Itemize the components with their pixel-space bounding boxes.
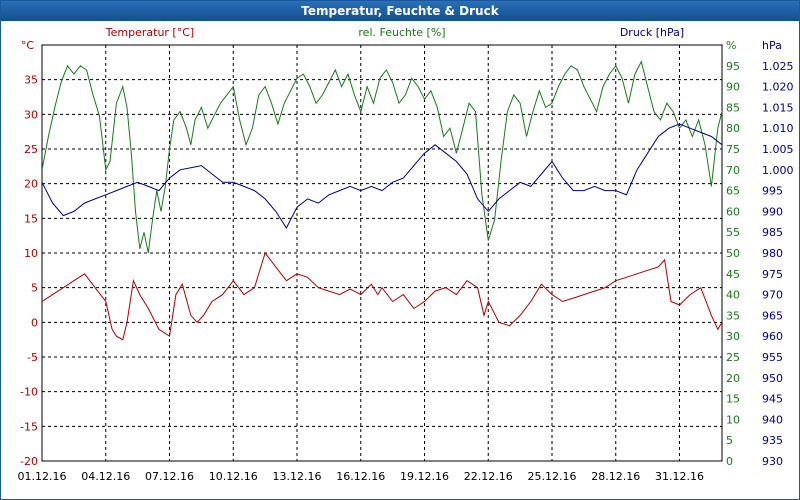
x-tick-label: 16.12.16 [336, 470, 385, 483]
x-tick-label: 31.12.16 [655, 470, 704, 483]
temp-tick-label: -10 [20, 386, 38, 399]
pressure-tick-label: 1.015 [762, 101, 794, 114]
pressure-tick-label: 965 [762, 309, 783, 322]
humidity-tick-label: 35 [726, 309, 740, 322]
humidity-tick-label: 10 [726, 413, 740, 426]
pressure-tick-label: 970 [762, 289, 783, 302]
humidity-unit-label: % [726, 39, 736, 52]
x-tick-label: 25.12.16 [528, 470, 577, 483]
humidity-tick-label: 5 [726, 434, 733, 447]
humidity-tick-label: 45 [726, 268, 740, 281]
data-series [42, 60, 722, 341]
series-line-temperature [42, 251, 722, 341]
humidity-tick-label: 20 [726, 372, 740, 385]
humidity-tick-label: 70 [726, 164, 740, 177]
humidity-tick-label: 40 [726, 289, 740, 302]
x-tick-label: 04.12.16 [81, 470, 130, 483]
humidity-tick-label: 25 [726, 351, 740, 364]
legend-pressure: Druck [hPa] [620, 26, 684, 39]
temp-unit-label: °C [21, 39, 35, 52]
humidity-tick-label: 65 [726, 185, 740, 198]
pressure-tick-label: 950 [762, 372, 783, 385]
temp-tick-label: 15 [24, 212, 38, 225]
pressure-tick-label: 955 [762, 351, 783, 364]
temp-tick-label: 20 [24, 178, 38, 191]
pressure-tick-label: 975 [762, 268, 783, 281]
temp-tick-label: 35 [24, 74, 38, 87]
pressure-tick-label: 1.020 [762, 81, 794, 94]
pressure-tick-label: 1.025 [762, 60, 794, 73]
series-line-humidity [42, 60, 722, 254]
grid-lines [41, 44, 723, 462]
temp-tick-label: 25 [24, 143, 38, 156]
humidity-tick-label: 60 [726, 205, 740, 218]
pressure-unit-label: hPa [762, 39, 782, 52]
pressure-tick-label: 930 [762, 455, 783, 468]
pressure-tick-label: 990 [762, 205, 783, 218]
humidity-tick-label: 50 [726, 247, 740, 260]
temp-tick-label: -5 [27, 351, 38, 364]
x-tick-label: 10.12.16 [209, 470, 258, 483]
pressure-tick-label: 1.010 [762, 122, 794, 135]
x-tick-label: 28.12.16 [591, 470, 640, 483]
temp-tick-label: -15 [20, 420, 38, 433]
pressure-tick-label: 995 [762, 185, 783, 198]
legend-humidity: rel. Feuchte [%] [358, 26, 445, 39]
pressure-tick-label: 1.005 [762, 143, 794, 156]
x-tick-label: 13.12.16 [273, 470, 322, 483]
temp-tick-label: 30 [24, 108, 38, 121]
pressure-tick-label: 945 [762, 393, 783, 406]
pressure-tick-label: 940 [762, 413, 783, 426]
humidity-tick-label: 85 [726, 101, 740, 114]
temp-tick-label: -20 [20, 455, 38, 468]
pressure-tick-label: 985 [762, 226, 783, 239]
x-tick-label: 01.12.16 [18, 470, 67, 483]
humidity-tick-label: 95 [726, 60, 740, 73]
humidity-tick-label: 55 [726, 226, 740, 239]
temp-tick-label: 5 [31, 282, 38, 295]
pressure-tick-label: 960 [762, 330, 783, 343]
tick-labels: -20 -15 -10 -5 0 5 10 15 20 25 30 35 °C 01.12.16 04.12… [18, 39, 794, 483]
humidity-tick-label: 30 [726, 330, 740, 343]
legend: Temperatur [°C] rel. Feuchte [%] Druck [… [105, 26, 684, 39]
humidity-tick-label: 0 [726, 455, 733, 468]
temp-tick-label: 0 [31, 316, 38, 329]
temp-tick-label: 10 [24, 247, 38, 260]
legend-temperature: Temperatur [°C] [105, 26, 194, 39]
x-tick-label: 07.12.16 [145, 470, 194, 483]
humidity-tick-label: 75 [726, 143, 740, 156]
series-line-pressure [42, 123, 722, 230]
pressure-tick-label: 1.000 [762, 164, 794, 177]
x-tick-label: 22.12.16 [464, 470, 513, 483]
pressure-tick-label: 935 [762, 434, 783, 447]
humidity-tick-label: 15 [726, 393, 740, 406]
humidity-tick-label: 80 [726, 122, 740, 135]
x-tick-label: 19.12.16 [400, 470, 449, 483]
humidity-tick-label: 90 [726, 81, 740, 94]
pressure-tick-label: 980 [762, 247, 783, 260]
chart-title: Temperatur, Feuchte & Druck [1, 1, 799, 21]
